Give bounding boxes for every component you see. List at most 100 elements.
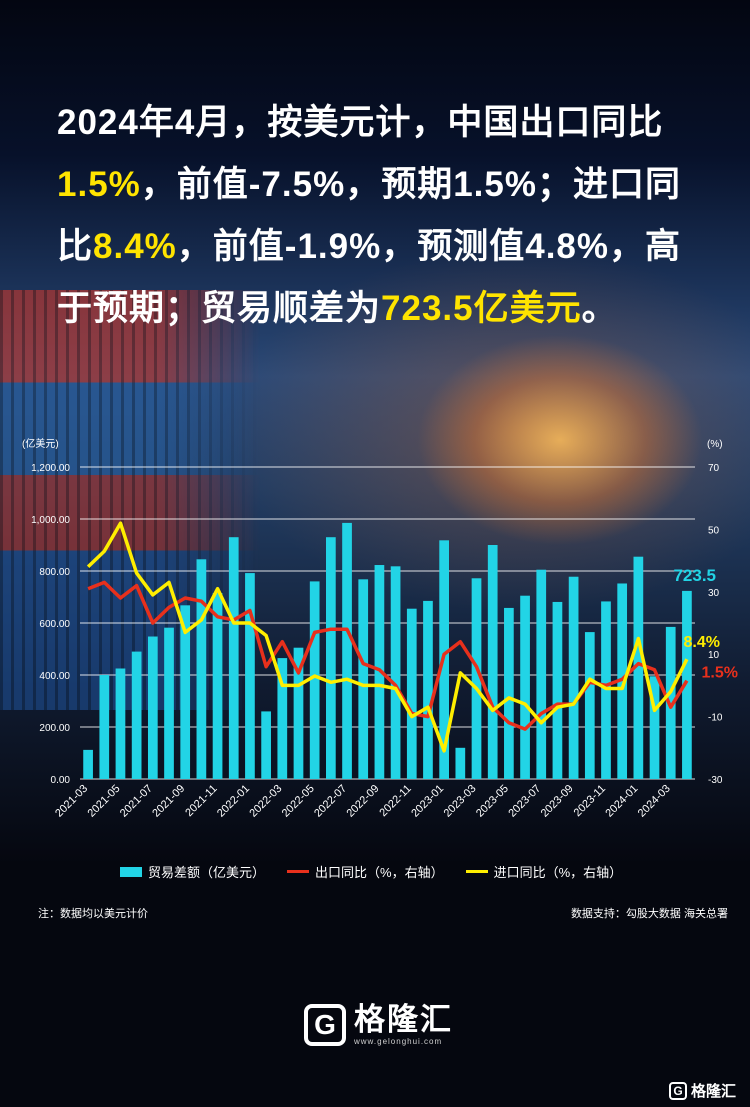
bar-trade-balance — [617, 583, 628, 779]
right-tick-label: 10 — [708, 650, 720, 661]
right-tick-label: 50 — [708, 525, 720, 536]
left-tick-label: 1,200.00 — [31, 463, 70, 474]
bar-trade-balance — [568, 576, 579, 779]
bar-trade-balance — [309, 581, 320, 779]
headline-text-3: ，前值-1.9%，预测值4.8%，高于预期；贸易顺差为 — [57, 227, 682, 328]
right-tick-label: -10 — [708, 713, 723, 724]
annotation-export-yoy: 1.5% — [702, 665, 738, 682]
corner-watermark: G 格隆汇 — [668, 1080, 736, 1101]
bar-trade-balance — [471, 578, 482, 779]
bar-trade-balance — [536, 569, 547, 779]
legend-swatch-export — [287, 870, 310, 873]
bar-trade-balance — [147, 636, 158, 779]
bar-trade-balance — [245, 573, 255, 779]
x-tick-label: 2021-11 — [183, 783, 219, 819]
bar-trade-balance — [423, 600, 433, 779]
bar-trade-balance — [180, 605, 191, 779]
trade-chart: 1,200.00 1,000.00 800.00 600.00 400.00 200.00… — [22, 437, 738, 820]
x-tick-label: 2021-09 — [150, 783, 187, 820]
bar-trade-balance — [277, 658, 288, 779]
data-source: 数据支持：勾股大数据 海关总署 — [570, 908, 728, 920]
export-yoy-value: 1.5% — [57, 165, 141, 204]
bar-trade-balance — [358, 579, 369, 779]
left-tick-label: 1,000.00 — [31, 515, 70, 526]
bar-trade-balance — [552, 601, 563, 779]
legend-item-export: 出口同比（%，右轴） — [287, 862, 444, 881]
x-tick-label: 2022-11 — [377, 783, 413, 819]
brand-url: www.gelonghui.com — [354, 1037, 443, 1046]
legend-swatch-import — [465, 870, 488, 873]
bar-trade-balance — [131, 651, 142, 779]
bar-trade-balance — [228, 537, 239, 779]
bar-trade-balance — [342, 522, 352, 779]
import-yoy-value: 8.4% — [93, 227, 177, 266]
x-tick-label: 2022-01 — [215, 783, 252, 820]
headline-text-4: 。 — [581, 289, 618, 328]
corner-g-icon: G — [668, 1081, 687, 1100]
bar-trade-balance — [99, 675, 110, 779]
x-tick-label: 2022-05 — [280, 783, 317, 820]
right-tick-label: 70 — [708, 463, 720, 474]
bar-trade-balance — [649, 676, 660, 779]
bar-trade-balance — [293, 647, 304, 779]
annotation-trade-balance: 723.5 — [673, 566, 716, 585]
trade-surplus-value: 723.5亿美元 — [381, 289, 582, 328]
left-axis-unit: (亿美元) — [22, 437, 59, 450]
bar-trade-balance — [455, 747, 466, 779]
footnote: 注：数据均以美元计价 — [38, 908, 148, 920]
x-tick-label: 2023-09 — [539, 783, 576, 820]
left-tick-label: 600.00 — [39, 619, 70, 630]
bar-trade-balance — [212, 593, 223, 779]
annotation-import-yoy: 8.4% — [684, 634, 720, 651]
left-tick-label: 0.00 — [51, 775, 71, 786]
x-tick-label: 2023-01 — [409, 783, 446, 820]
brand-name: 格隆汇 — [354, 1002, 453, 1037]
bar-trade-balance — [487, 545, 498, 779]
left-tick-label: 400.00 — [39, 671, 70, 682]
line-import-yoy — [86, 521, 689, 753]
x-tick-label: 2024-01 — [603, 783, 640, 820]
logo-g-icon: G — [304, 1003, 346, 1046]
x-tick-label: 2021-03 — [53, 783, 90, 820]
legend-item-trade-balance: 贸易差额（亿美元） — [120, 862, 265, 881]
chart-legend: 贸易差额（亿美元） 出口同比（%，右轴） 进口同比（%，右轴） — [120, 862, 622, 881]
corner-brand-name: 格隆汇 — [690, 1083, 736, 1100]
bar-trade-balance — [326, 537, 336, 779]
x-tick-label: 2023-05 — [474, 783, 511, 820]
legend-item-import: 进口同比（%，右轴） — [465, 862, 623, 881]
x-tick-label: 2023-07 — [506, 783, 543, 820]
x-tick-label: 2021-05 — [86, 783, 123, 820]
x-tick-label: 2022-09 — [344, 783, 381, 820]
right-tick-label: -30 — [708, 775, 723, 786]
bar-trade-balance — [196, 559, 207, 779]
bar-trade-balance — [390, 566, 401, 779]
headline-text-2: ，前值-7.5%，预期1.5%；进口同比 — [57, 165, 681, 266]
x-tick-label: 2022-03 — [247, 783, 284, 820]
x-tick-label: 2021-07 — [118, 783, 155, 820]
brand-logo: G 格隆汇 www.gelonghui.com — [304, 1003, 453, 1046]
legend-swatch-bar — [120, 866, 142, 877]
headline: 2024年4月，按美元计，中国出口同比 1.5%，前值-7.5%，预期1.5%；进… — [57, 92, 707, 340]
right-tick-label: 30 — [708, 588, 720, 599]
legend-label-trade-balance: 贸易差额（亿美元） — [148, 865, 266, 880]
bar-trade-balance — [520, 595, 530, 779]
left-tick-label: 200.00 — [39, 723, 70, 734]
bar-trade-balance — [115, 668, 126, 779]
bar-trade-balance — [633, 556, 644, 779]
bar-trade-balance — [83, 749, 93, 779]
x-tick-label: 2023-03 — [442, 783, 479, 820]
right-axis-unit: (%) — [707, 439, 723, 450]
x-tick-label: 2024-03 — [636, 783, 673, 820]
bar-trade-balance — [682, 590, 692, 779]
bar-trade-balance — [406, 608, 417, 779]
bar-trade-balance — [164, 627, 174, 779]
legend-label-import: 进口同比（%，右轴） — [493, 865, 623, 880]
bar-trade-balance — [504, 607, 514, 779]
headline-text-1: 2024年4月，按美元计，中国出口同比 — [57, 103, 664, 142]
bar-trade-balance — [584, 632, 595, 779]
legend-label-export: 出口同比（%，右轴） — [315, 865, 444, 880]
left-tick-label: 800.00 — [39, 567, 70, 578]
x-tick-label: 2023-11 — [572, 783, 608, 819]
bar-trade-balance — [261, 711, 271, 779]
x-tick-label: 2022-07 — [312, 783, 349, 820]
